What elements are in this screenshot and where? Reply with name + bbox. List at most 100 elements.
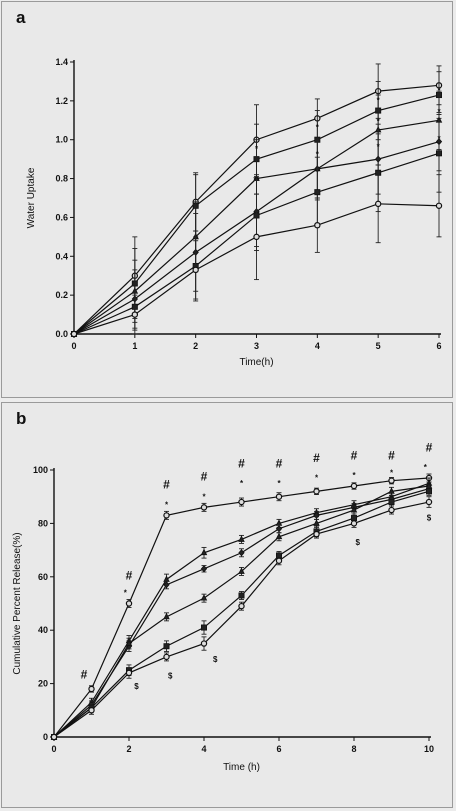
x-tick-label: 2 xyxy=(193,341,198,351)
data-point-s3 xyxy=(200,565,208,573)
data-point-s6 xyxy=(313,530,320,538)
significance-marker: # xyxy=(81,667,88,681)
data-point-s6 xyxy=(314,221,321,229)
x-tick-label: 4 xyxy=(201,744,206,754)
data-point-s1 xyxy=(388,477,395,484)
x-axis-label: Time(h) xyxy=(239,357,273,368)
significance-marker: ** xyxy=(253,175,260,184)
significance-marker: $ xyxy=(213,655,218,664)
significance-marker: # xyxy=(313,451,320,465)
significance-marker: * xyxy=(352,471,356,480)
y-tick-label: 20 xyxy=(38,679,48,689)
y-tick-label: 100 xyxy=(33,465,48,475)
x-tick-label: 4 xyxy=(315,341,320,351)
water-uptake-chart: 0 1 2 3 4 5 6 0.0 0.2 0.4 0.6 0.8 1.0 1.2 1.4 Time(h) Wa… xyxy=(26,57,443,368)
x-axis-label: Time (h) xyxy=(223,762,260,773)
data-point-s4 xyxy=(313,519,320,526)
y-tick-label: 0.0 xyxy=(55,329,68,339)
data-point-s6 xyxy=(131,311,139,318)
data-point-s1 xyxy=(163,512,170,519)
significance-marker: * xyxy=(377,142,381,151)
significance-marker: # xyxy=(388,448,395,462)
data-point-s6 xyxy=(435,202,443,209)
significance-marker: # xyxy=(276,456,283,470)
data-point-s3 xyxy=(238,549,245,557)
y-tick-label: 1.0 xyxy=(55,135,68,145)
x-tick-label: 5 xyxy=(376,341,381,351)
data-point-s6 xyxy=(275,557,283,564)
significance-marker: * xyxy=(316,150,320,159)
significance-marker: * xyxy=(255,144,259,153)
y-tick-label: 0 xyxy=(43,732,48,742)
x-tick-label: 10 xyxy=(424,744,434,754)
data-point-s6 xyxy=(192,266,199,274)
data-point-s6 xyxy=(350,520,358,527)
y-tick-label: 1.4 xyxy=(55,57,68,67)
significance-marker: * xyxy=(165,500,169,509)
data-point-s6 xyxy=(425,498,433,506)
data-point-s1 xyxy=(238,498,245,506)
data-point-s4 xyxy=(163,612,170,620)
data-point-s6 xyxy=(50,733,58,741)
significance-marker: * xyxy=(277,479,281,488)
data-point-s4 xyxy=(388,487,395,494)
data-point-s3 xyxy=(313,511,320,520)
data-point-s5 xyxy=(200,624,207,631)
significance-marker: * xyxy=(390,468,394,477)
x-tick-label: 0 xyxy=(71,341,76,351)
y-tick-label: 0.6 xyxy=(55,212,68,222)
y-tick-label: 0.8 xyxy=(55,174,68,184)
data-point-s5 xyxy=(425,488,432,495)
significance-marker: # xyxy=(351,448,358,462)
x-tick-label: 2 xyxy=(126,744,131,754)
significance-marker: $ xyxy=(356,538,361,547)
data-point-s6 xyxy=(388,506,395,514)
significance-marker: * xyxy=(316,123,320,132)
significance-marker: * xyxy=(124,588,128,597)
significance-marker: * xyxy=(315,474,319,483)
significance-marker: * xyxy=(240,479,244,488)
significance-marker: * xyxy=(377,96,381,105)
data-point-s1 xyxy=(125,600,133,607)
panel-b-label: b xyxy=(16,409,27,428)
y-tick-label: 0.2 xyxy=(55,290,68,300)
series-line-4 xyxy=(53,485,430,738)
significance-marker: $ xyxy=(427,514,432,523)
significance-marker: # xyxy=(126,568,133,582)
data-point-s1 xyxy=(350,482,358,490)
panel-a: a 0 1 2 3 4 5 6 0.0 0.2 0.4 0.6 0.8 1.0 1.2 1.4 Time(h)… xyxy=(1,1,453,398)
data-point-s4 xyxy=(125,639,133,646)
y-tick-label: 60 xyxy=(38,572,48,582)
series-line-3 xyxy=(53,488,430,738)
data-point-s6 xyxy=(200,640,208,647)
data-point-s6 xyxy=(253,233,260,241)
x-tick-label: 3 xyxy=(254,341,259,351)
series-line-5 xyxy=(53,490,430,738)
significance-marker: * xyxy=(424,463,428,472)
significance-marker: $ xyxy=(134,682,139,691)
significance-marker: # xyxy=(163,478,170,492)
y-axis-label: Water Uptake xyxy=(26,167,37,228)
data-point-s6 xyxy=(70,330,78,338)
significance-marker: # xyxy=(426,440,433,454)
data-point-s6 xyxy=(374,200,382,208)
data-point-s2 xyxy=(238,535,245,542)
significance-marker: * xyxy=(437,135,441,144)
data-point-s1 xyxy=(313,488,320,495)
data-point-s4 xyxy=(275,532,283,540)
x-tick-label: 1 xyxy=(132,341,137,351)
data-point-s5 xyxy=(388,499,395,506)
significance-marker: # xyxy=(238,456,245,470)
data-point-s5 xyxy=(163,643,170,650)
data-point-s4 xyxy=(350,505,358,513)
data-point-s1 xyxy=(275,493,283,500)
data-point-s6 xyxy=(125,669,133,677)
significance-marker: $ xyxy=(168,671,173,680)
panel-b: b 0 2 4 6 8 10 0 20 40 60 80 100 Time (h) Cumulative … xyxy=(1,402,453,808)
data-point-s3 xyxy=(275,525,283,533)
x-tick-label: 6 xyxy=(436,341,441,351)
panel-a-label: a xyxy=(16,8,26,27)
x-tick-label: 6 xyxy=(276,744,281,754)
data-point-s3 xyxy=(163,581,170,589)
